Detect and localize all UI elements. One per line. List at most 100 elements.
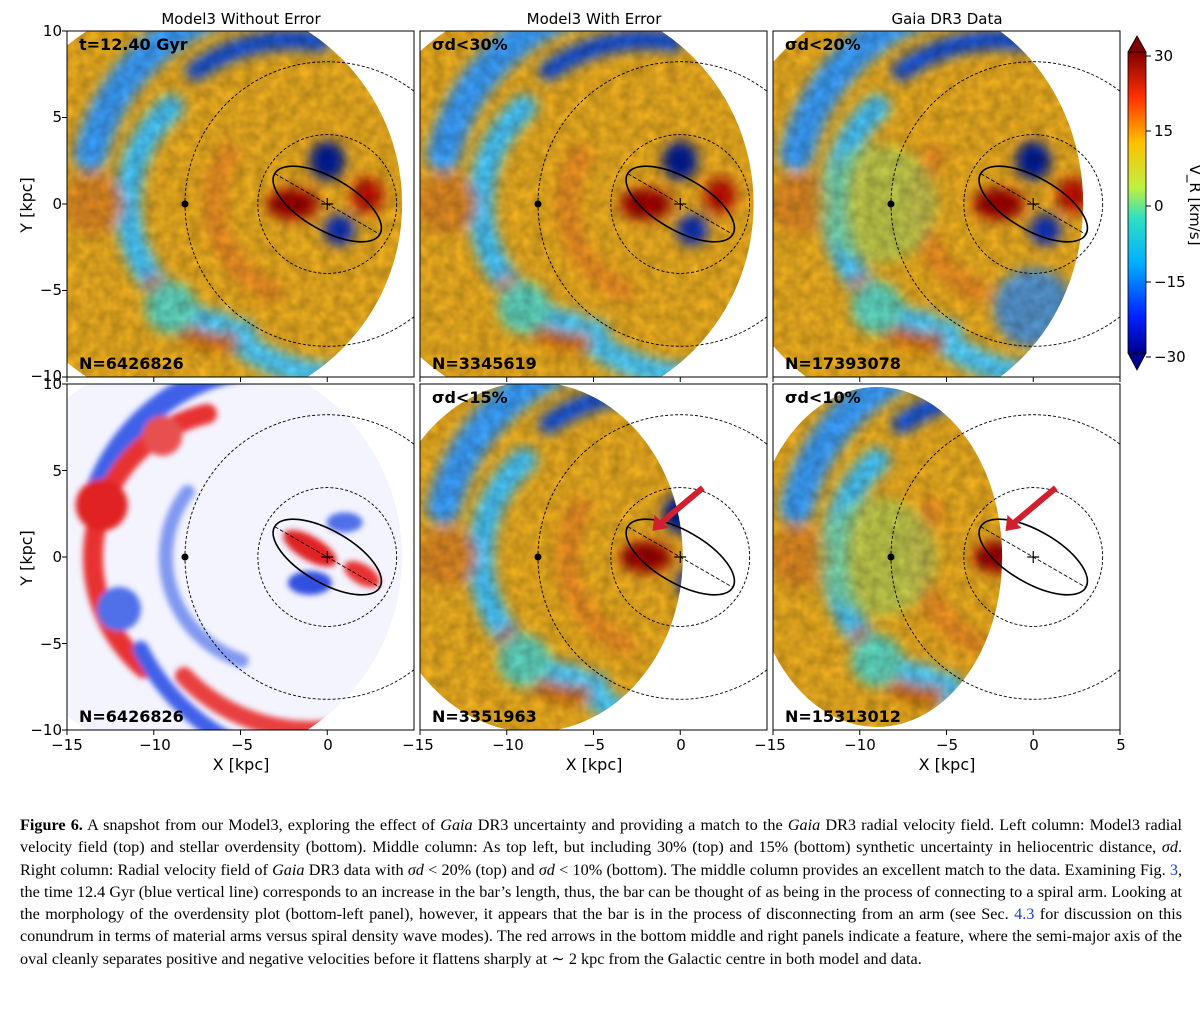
x-tick-label: −15 — [51, 736, 83, 754]
column-title-1: Model3 Without Error — [161, 10, 321, 28]
caption-fragment: DR3 radial velocity field. Left column: … — [20, 816, 1182, 857]
x-ticks-col2: −15 −10 −5 0 — [402, 736, 686, 754]
x-tick-label: 0 — [676, 736, 686, 754]
x-tick-label: 5 — [1116, 736, 1126, 754]
galactic-centre-marker — [674, 551, 687, 563]
caption-fragment: Gaia — [440, 816, 473, 834]
x-axis-label-2: X [kpc] — [566, 755, 623, 774]
y-tick-label: 5 — [52, 108, 62, 126]
caption-fragment: < 20% (top) and — [423, 860, 539, 879]
x-axis-label-3: X [kpc] — [919, 755, 976, 774]
panel-tag: t=12.40 Gyr — [79, 35, 188, 54]
caption-fragment: Gaia — [272, 860, 305, 879]
x-ticks-col1: −15 −10 −5 0 — [51, 736, 333, 754]
colorbar-tick: 15 — [1154, 122, 1173, 140]
x-ticks-col3: −15 −10 −5 0 5 — [754, 736, 1126, 754]
feature-arrow — [1005, 485, 1058, 532]
panel-bottom-middle: σd<15% N=3351963 — [419, 383, 768, 735]
y-tick-label: −5 — [40, 635, 62, 653]
caption-fragment: σd — [538, 860, 555, 879]
panel-tag: σd<20% — [785, 35, 861, 54]
x-tick-label: 0 — [323, 736, 333, 754]
panel-tag: σd<30% — [432, 35, 508, 54]
caption-fragment: σd — [407, 860, 424, 879]
x-tick-label: −5 — [936, 736, 958, 754]
y-tick-label: −5 — [40, 281, 62, 299]
y-ticks-top: 10 5 0 −5 −10 — [30, 22, 62, 385]
galactic-centre-marker — [1027, 198, 1040, 210]
y-axis-label-top: Y [kpc] — [17, 177, 36, 234]
colorbar-label: V_R [km/s] — [1185, 165, 1200, 246]
sun-marker — [887, 553, 895, 561]
caption-fragment: for discussion on this conundrum in term… — [20, 905, 1183, 968]
x-tick-label: −5 — [583, 736, 605, 754]
galactic-centre-marker — [321, 551, 334, 563]
x-tick-label: −10 — [844, 736, 876, 754]
caption-fragment: . Right column: Radial velocity field of — [20, 838, 1182, 879]
y-tick-label: 5 — [52, 462, 62, 480]
colorbar-tick: 0 — [1154, 197, 1164, 215]
colorbar-bottom-cap — [1127, 352, 1147, 371]
x-tick-label: −10 — [139, 736, 171, 754]
caption-fragment: < 10% (bottom). The middle column provid… — [554, 860, 1170, 879]
galactic-centre-marker — [321, 198, 334, 210]
x-tick-label: −15 — [754, 736, 786, 754]
y-tick-label: 0 — [52, 548, 62, 566]
corotation-circle — [610, 487, 751, 627]
panel-top-middle: σd<30% N=3345619 — [419, 30, 768, 382]
column-title-2: Model3 With Error — [527, 10, 663, 28]
panel-count: N=6426826 — [79, 354, 184, 373]
y-tick-label: 10 — [43, 22, 62, 40]
y-tick-label: −10 — [30, 367, 62, 385]
x-tick-label: −15 — [402, 736, 434, 754]
panel-count: N=15313012 — [785, 707, 901, 726]
y-tick-label: 0 — [52, 195, 62, 213]
sun-marker — [181, 553, 189, 561]
panel-top-right: σd<20% N=17393078 — [772, 30, 1121, 382]
sun-marker — [181, 200, 189, 208]
colorbar-tick: −30 — [1154, 348, 1186, 366]
x-tick-label: −10 — [492, 736, 524, 754]
corotation-circle — [257, 134, 398, 274]
sun-marker — [887, 200, 895, 208]
panel-bottom-left: N=6426826 — [62, 383, 415, 735]
corotation-circle — [963, 134, 1104, 274]
x-tick-label: 0 — [1029, 736, 1039, 754]
panel-top-left: t=12.40 Gyr N=6426826 — [62, 30, 415, 382]
x-axis-label-1: X [kpc] — [213, 755, 270, 774]
caption-fragment: σd — [1161, 838, 1178, 857]
panel-count: N=3345619 — [432, 354, 537, 373]
y-tick-label: 10 — [43, 375, 62, 393]
column-title-3: Gaia DR3 Data — [891, 10, 1002, 28]
panel-bottom-right: σd<10% N=15313012 — [772, 383, 1121, 735]
panel-tag: σd<15% — [432, 388, 508, 407]
caption-fragment: DR3 uncertainty and providing a match to… — [472, 816, 788, 834]
corotation-circle — [257, 487, 398, 627]
panel-count: N=6426826 — [79, 707, 184, 726]
corotation-circle — [610, 134, 751, 274]
x-tick-label: −5 — [231, 736, 253, 754]
panel-count: N=3351963 — [432, 707, 537, 726]
colorbar: 30 15 0 −15 −30 V_R [km/s] — [1127, 35, 1200, 371]
galactic-centre-marker — [674, 198, 687, 210]
sun-marker — [534, 200, 542, 208]
colorbar-tick: 30 — [1154, 47, 1173, 65]
caption-link[interactable]: 3 — [1169, 860, 1178, 879]
caption-label: Figure 6. — [20, 816, 83, 834]
y-ticks-bottom: 10 5 0 −5 −10 — [30, 375, 62, 739]
caption-text: A snapshot from our Model3, exploring th… — [20, 816, 1182, 968]
caption-link[interactable]: 4.3 — [1014, 905, 1035, 924]
colorbar-top-cap — [1127, 35, 1147, 53]
feature-arrow — [652, 485, 705, 532]
y-axis-label-bottom: Y [kpc] — [17, 530, 36, 587]
caption-fragment: Gaia — [787, 816, 821, 834]
y-tick-label: −10 — [30, 721, 62, 739]
figure-caption: Figure 6. A snapshot from our Model3, ex… — [20, 814, 1182, 970]
caption-fragment: DR3 data with — [304, 860, 408, 879]
caption-fragment: A snapshot from our Model3, exploring th… — [82, 816, 441, 834]
sun-marker — [534, 553, 542, 561]
colorbar-tick: −15 — [1154, 273, 1186, 291]
caption-fragment: , the time 12.4 Gyr (blue vertical line)… — [20, 860, 1183, 924]
panel-tag: σd<10% — [785, 388, 861, 407]
galactic-centre-marker — [1027, 551, 1040, 563]
